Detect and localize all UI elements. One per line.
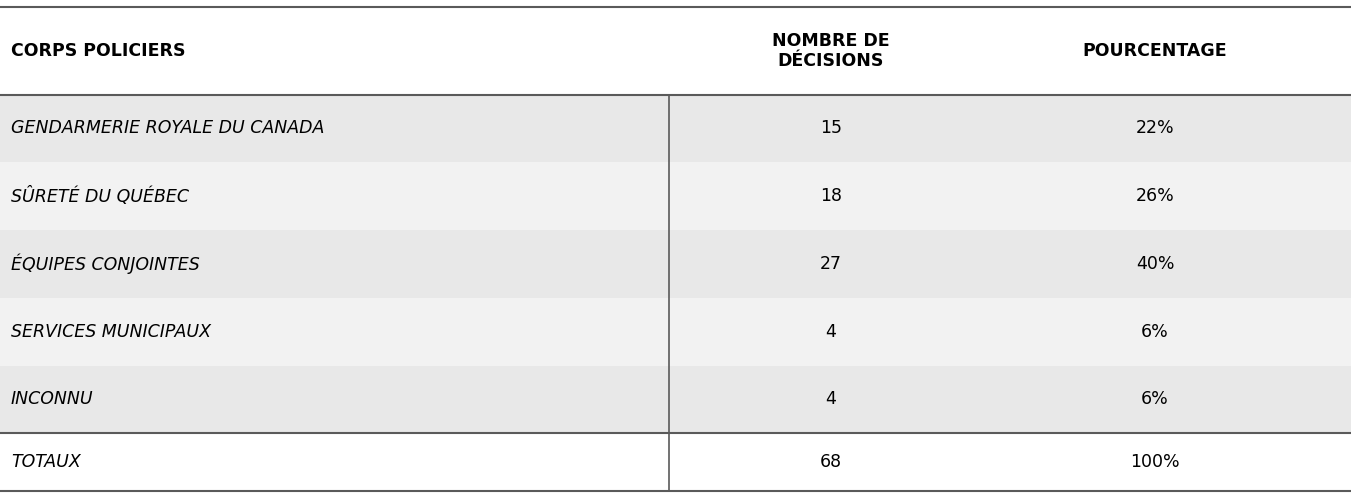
Text: 6%: 6% [1142,390,1169,408]
Text: 6%: 6% [1142,323,1169,341]
Text: 4: 4 [825,390,836,408]
Text: POURCENTAGE: POURCENTAGE [1082,42,1228,60]
Text: 18: 18 [820,187,842,205]
Text: 40%: 40% [1136,255,1174,273]
Bar [0,162,1351,230]
Bar [0,433,1351,491]
Text: 26%: 26% [1136,187,1174,205]
Text: 22%: 22% [1136,120,1174,137]
Bar [0,95,1351,162]
Bar [0,230,1351,298]
Bar [0,366,1351,433]
Text: TOTAUX: TOTAUX [11,453,81,471]
Text: CORPS POLICIERS: CORPS POLICIERS [11,42,185,60]
Bar [0,298,1351,366]
Text: SÛRETÉ DU QUÉBEC: SÛRETÉ DU QUÉBEC [11,187,189,206]
Bar [0,7,1351,95]
Text: 27: 27 [820,255,842,273]
Text: ÉQUIPES CONJOINTES: ÉQUIPES CONJOINTES [11,253,200,274]
Text: 100%: 100% [1131,453,1179,471]
Text: INCONNU: INCONNU [11,390,93,408]
Text: 4: 4 [825,323,836,341]
Text: 68: 68 [820,453,842,471]
Text: GENDARMERIE ROYALE DU CANADA: GENDARMERIE ROYALE DU CANADA [11,120,324,137]
Text: 15: 15 [820,120,842,137]
Text: NOMBRE DE
DÉCISIONS: NOMBRE DE DÉCISIONS [771,32,890,70]
Text: SERVICES MUNICIPAUX: SERVICES MUNICIPAUX [11,323,211,341]
